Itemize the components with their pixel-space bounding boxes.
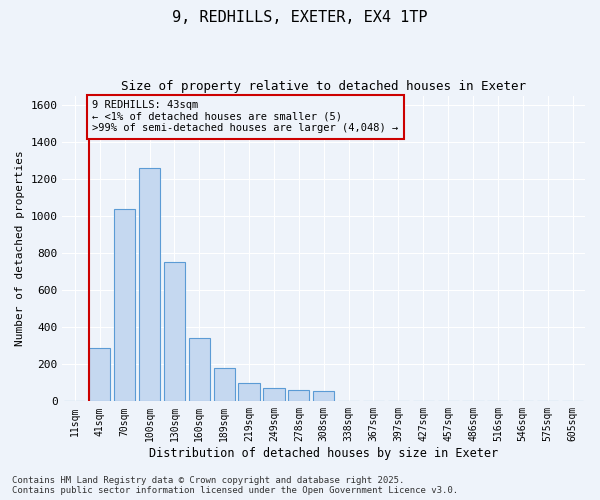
X-axis label: Distribution of detached houses by size in Exeter: Distribution of detached houses by size … [149,447,498,460]
Bar [139,168,160,402]
Bar [114,208,135,402]
Bar [189,338,210,402]
Text: Contains HM Land Registry data © Crown copyright and database right 2025.
Contai: Contains HM Land Registry data © Crown c… [12,476,458,495]
Text: 9, REDHILLS, EXETER, EX4 1TP: 9, REDHILLS, EXETER, EX4 1TP [172,10,428,25]
Title: Size of property relative to detached houses in Exeter: Size of property relative to detached ho… [121,80,526,93]
Bar [214,368,235,402]
Y-axis label: Number of detached properties: Number of detached properties [15,150,25,346]
Bar [164,262,185,402]
Bar [263,388,284,402]
Text: 9 REDHILLS: 43sqm
← <1% of detached houses are smaller (5)
>99% of semi-detached: 9 REDHILLS: 43sqm ← <1% of detached hous… [92,100,398,134]
Bar [313,391,334,402]
Bar [89,348,110,402]
Bar [238,383,260,402]
Bar [288,390,310,402]
